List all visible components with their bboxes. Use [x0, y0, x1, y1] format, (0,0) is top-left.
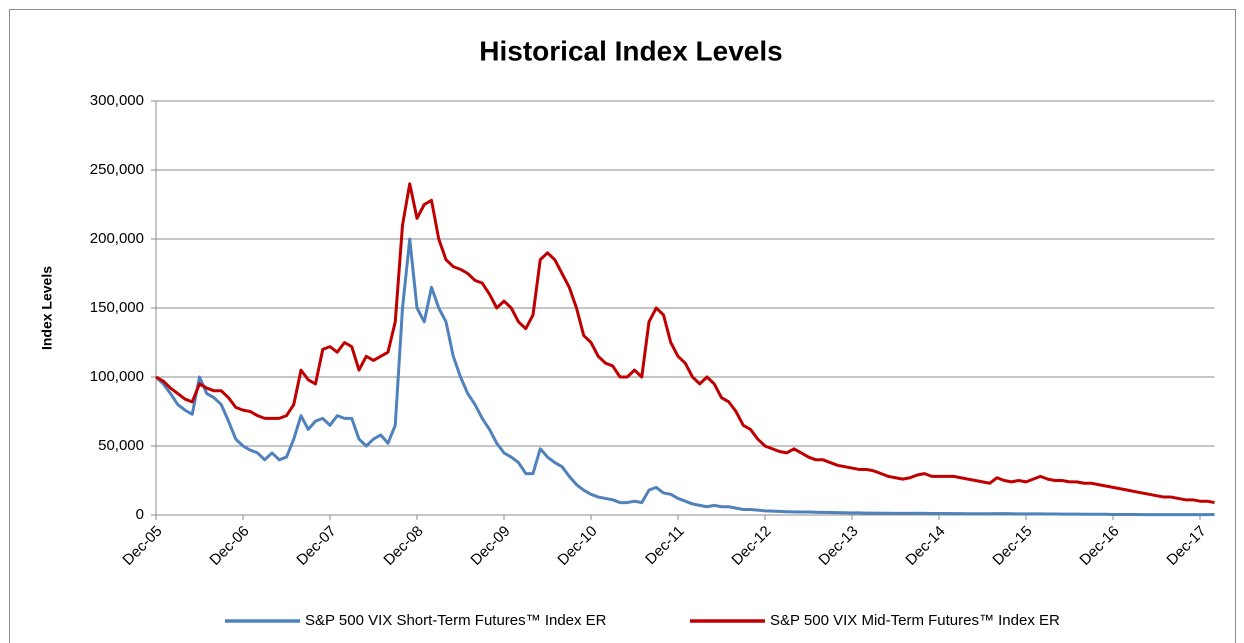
y-tick-label: 250,000: [90, 161, 144, 178]
series-line: [154, 237, 1215, 517]
y-axis-label: Index Levels: [39, 266, 55, 350]
chart-title: Historical Index Levels: [479, 35, 782, 66]
y-tick-label: 300,000: [90, 92, 144, 109]
y-tick-label: 100,000: [90, 368, 144, 385]
y-tick-label: 200,000: [90, 230, 144, 247]
legend-label: S&P 500 VIX Short-Term Futures™ Index ER: [305, 612, 607, 629]
y-tick-label: 50,000: [98, 437, 144, 454]
chart-frame: [9, 9, 1236, 643]
series-line: [155, 182, 1215, 505]
y-tick-label: 0: [136, 506, 144, 523]
legend-label: S&P 500 VIX Mid-Term Futures™ Index ER: [770, 612, 1060, 629]
y-tick-label: 150,000: [90, 299, 144, 316]
